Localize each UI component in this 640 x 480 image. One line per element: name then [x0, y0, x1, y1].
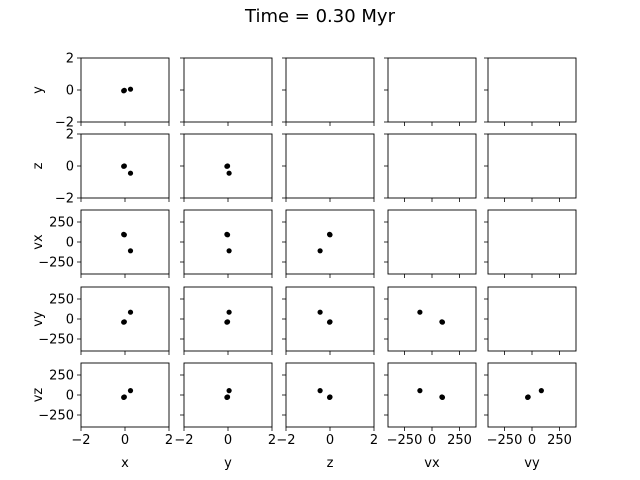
x-axis-label-vx: vx [424, 456, 440, 471]
data-point-vz-vs-z-1 [326, 394, 333, 400]
data-point-vz-vs-vy-1 [525, 394, 531, 400]
x-tick-label-vx: 250 [447, 433, 472, 448]
x-tick-label-vy: 250 [547, 433, 572, 448]
y-tick-label-z: 2 [66, 128, 74, 143]
y-tick-label-vz: −250 [38, 409, 74, 424]
data-point-vx-vs-z-1 [326, 231, 333, 237]
subplot-frame-vy-vs-vx [387, 286, 477, 352]
data-point-vy-vs-vx-2 [417, 309, 423, 315]
subplot-frame-z-vs-vx [387, 133, 477, 199]
x-tick-label-vx: −250 [387, 433, 423, 448]
data-point-vz-vs-y-2 [226, 388, 232, 394]
x-tick-label-y: 2 [268, 433, 276, 448]
x-tick-label-z: 0 [326, 433, 334, 448]
y-tick-label-vy: 250 [49, 293, 74, 308]
data-point-vy-vs-y-1 [224, 319, 230, 325]
data-point-vy-vs-x-2 [127, 309, 134, 315]
x-tick-label-z: −2 [276, 433, 295, 448]
x-tick-label-vy: −250 [487, 433, 523, 448]
x-tick-label-vy: 0 [528, 433, 536, 448]
subplot-frame-vx-vs-z [285, 209, 375, 275]
subplot-frame-z-vs-vy [487, 133, 577, 199]
data-point-y-vs-x-2 [127, 86, 134, 92]
y-tick-label-y: −2 [55, 116, 74, 131]
data-point-vz-vs-y-1 [224, 394, 230, 400]
subplot-frame-vz-vs-vy [487, 362, 577, 428]
data-point-vz-vs-x-2 [127, 388, 134, 394]
y-axis-label-z: z [31, 162, 46, 169]
subplot-frame-vx-vs-vy [487, 209, 577, 275]
figure-title: Time = 0.30 Myr [245, 6, 395, 27]
subplot-frame-vz-vs-vx [387, 362, 477, 428]
y-axis-label-vx: vx [31, 234, 46, 250]
data-point-z-vs-x-2 [127, 170, 134, 176]
y-tick-label-y: 2 [66, 52, 74, 67]
data-point-vx-vs-x-1 [121, 231, 127, 237]
data-point-vx-vs-x-2 [127, 248, 134, 254]
y-tick-label-vx: −250 [38, 256, 74, 271]
data-point-vy-vs-vx-1 [439, 319, 446, 325]
x-tick-label-x: 0 [121, 433, 129, 448]
y-tick-label-vx: 250 [49, 216, 74, 231]
subplot-frame-vx-vs-x [80, 209, 170, 275]
y-tick-label-vy: 0 [66, 313, 74, 328]
subplot-frame-y-vs-vx [387, 57, 477, 123]
subplot-frame-vx-vs-vx [387, 209, 477, 275]
data-point-vx-vs-z-2 [317, 248, 323, 254]
data-point-vy-vs-x-1 [121, 319, 127, 325]
x-tick-label-z: 2 [370, 433, 378, 448]
subplot-frame-vx-vs-y [183, 209, 273, 275]
y-tick-label-vx: 0 [66, 236, 74, 251]
data-point-vx-vs-y-1 [224, 231, 230, 237]
x-axis-label-vy: vy [524, 456, 540, 471]
data-point-vz-vs-vx-2 [417, 388, 423, 394]
subplot-frame-z-vs-z [285, 133, 375, 199]
y-tick-label-vz: 0 [66, 389, 74, 404]
data-point-vy-vs-z-1 [326, 319, 333, 325]
data-point-vy-vs-z-2 [317, 309, 323, 315]
data-point-z-vs-y-2 [226, 170, 232, 176]
x-axis-label-x: x [121, 456, 129, 471]
data-point-vz-vs-vy-2 [538, 388, 544, 394]
x-tick-label-vx: 0 [428, 433, 436, 448]
y-tick-label-y: 0 [66, 84, 74, 99]
data-point-vz-vs-vx-1 [439, 394, 446, 400]
subplot-frame-vy-vs-z [285, 286, 375, 352]
subplot-frame-vy-vs-y [183, 286, 273, 352]
y-tick-label-vz: 250 [49, 369, 74, 384]
x-tick-label-x: −2 [71, 433, 90, 448]
subplot-frame-y-vs-y [183, 57, 273, 123]
subplot-frame-vy-vs-vy [487, 286, 577, 352]
subplot-frame-y-vs-z [285, 57, 375, 123]
y-tick-label-z: 0 [66, 160, 74, 175]
data-point-vy-vs-y-2 [226, 309, 232, 315]
x-tick-label-x: 2 [165, 433, 173, 448]
data-point-vz-vs-x-1 [121, 394, 127, 400]
x-tick-label-y: 0 [224, 433, 232, 448]
y-tick-label-z: −2 [55, 192, 74, 207]
data-point-vx-vs-y-2 [226, 248, 232, 254]
x-axis-label-y: y [224, 456, 232, 471]
data-point-z-vs-y-1 [224, 163, 230, 169]
data-point-z-vs-x-1 [121, 163, 127, 169]
y-axis-label-vz: vz [31, 388, 46, 403]
subplot-frame-vy-vs-x [80, 286, 170, 352]
x-tick-label-y: −2 [174, 433, 193, 448]
data-point-y-vs-x-1 [121, 88, 127, 94]
subplot-frame-y-vs-vy [487, 57, 577, 123]
data-point-vz-vs-z-2 [317, 388, 323, 394]
y-axis-label-y: y [31, 86, 46, 94]
y-axis-label-vy: vy [31, 311, 46, 327]
y-tick-label-vy: −250 [38, 333, 74, 348]
x-axis-label-z: z [327, 456, 334, 471]
